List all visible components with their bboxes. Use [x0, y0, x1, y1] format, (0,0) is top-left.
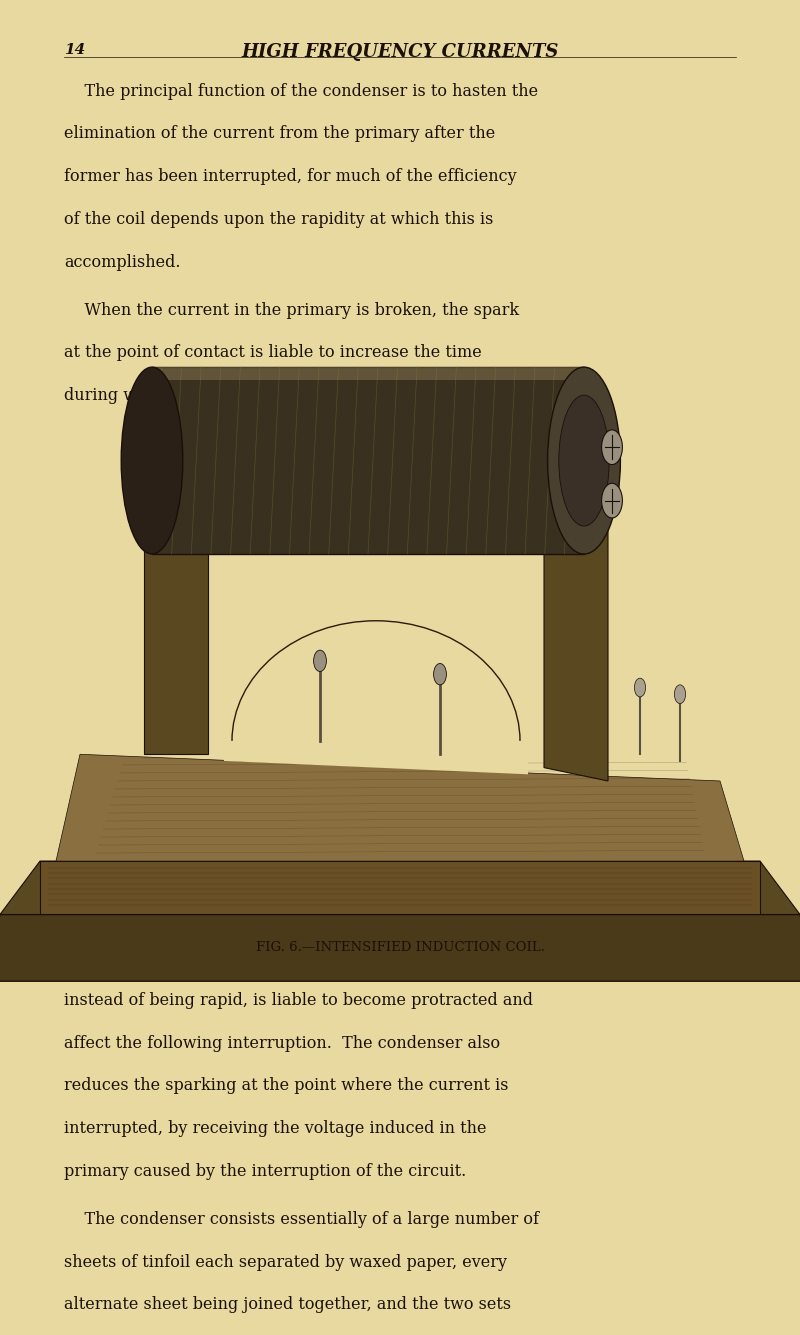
- Ellipse shape: [547, 367, 621, 554]
- Circle shape: [434, 663, 446, 685]
- Circle shape: [634, 678, 646, 697]
- Text: former has been interrupted, for much of the efficiency: former has been interrupted, for much of…: [64, 168, 517, 186]
- Polygon shape: [0, 914, 800, 981]
- Ellipse shape: [558, 395, 610, 526]
- Circle shape: [602, 430, 622, 465]
- Text: at the point of contact is liable to increase the time: at the point of contact is liable to inc…: [64, 344, 482, 362]
- Polygon shape: [152, 367, 584, 554]
- Text: primary caused by the interruption of the circuit.: primary caused by the interruption of th…: [64, 1163, 466, 1180]
- Text: during which the current is able to pass, and the process,: during which the current is able to pass…: [64, 387, 535, 405]
- Text: The condenser consists essentially of a large number of: The condenser consists essentially of a …: [64, 1211, 539, 1228]
- Text: 14: 14: [64, 43, 86, 56]
- Ellipse shape: [122, 367, 182, 554]
- Circle shape: [314, 650, 326, 672]
- Circle shape: [674, 685, 686, 704]
- Polygon shape: [0, 861, 800, 914]
- Polygon shape: [152, 367, 584, 380]
- Text: FIG. 6.—INTENSIFIED INDUCTION COIL.: FIG. 6.—INTENSIFIED INDUCTION COIL.: [255, 941, 545, 955]
- Polygon shape: [144, 514, 208, 754]
- Text: of the coil depends upon the rapidity at which this is: of the coil depends upon the rapidity at…: [64, 211, 494, 228]
- Text: sheets of tinfoil each separated by waxed paper, every: sheets of tinfoil each separated by waxe…: [64, 1254, 507, 1271]
- Text: interrupted, by receiving the voltage induced in the: interrupted, by receiving the voltage in…: [64, 1120, 486, 1137]
- Polygon shape: [224, 647, 528, 774]
- Text: affect the following interruption.  The condenser also: affect the following interruption. The c…: [64, 1035, 500, 1052]
- Text: instead of being rapid, is liable to become protracted and: instead of being rapid, is liable to bec…: [64, 992, 533, 1009]
- Text: When the current in the primary is broken, the spark: When the current in the primary is broke…: [64, 302, 519, 319]
- Text: reduces the sparking at the point where the current is: reduces the sparking at the point where …: [64, 1077, 509, 1095]
- Text: elimination of the current from the primary after the: elimination of the current from the prim…: [64, 125, 495, 143]
- Text: The principal function of the condenser is to hasten the: The principal function of the condenser …: [64, 83, 538, 100]
- Circle shape: [602, 483, 622, 518]
- Text: accomplished.: accomplished.: [64, 254, 181, 271]
- Polygon shape: [56, 754, 744, 861]
- Polygon shape: [544, 514, 608, 781]
- Text: alternate sheet being joined together, and the two sets: alternate sheet being joined together, a…: [64, 1296, 511, 1314]
- Polygon shape: [40, 861, 760, 914]
- Text: HIGH FREQUENCY CURRENTS: HIGH FREQUENCY CURRENTS: [242, 43, 558, 60]
